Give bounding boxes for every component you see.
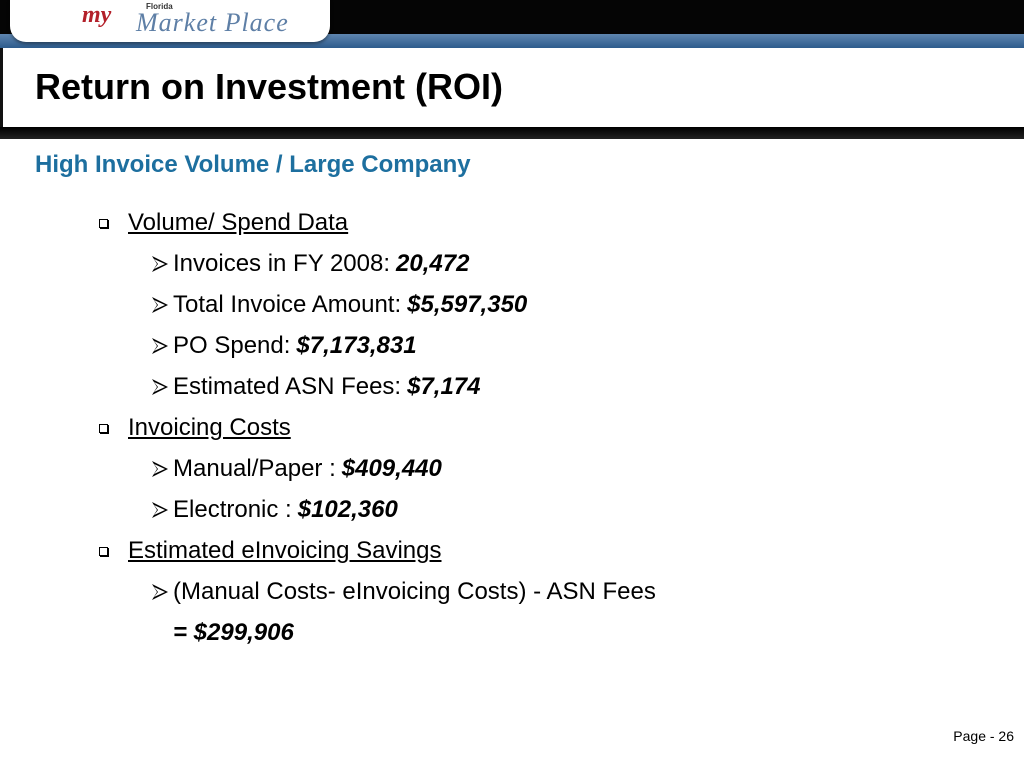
arrow-bullet (152, 461, 168, 477)
item: Electronic : $102,360 (173, 496, 398, 524)
title: Return on Investment (ROI) (35, 66, 504, 107)
logo-state: Florida (146, 2, 173, 11)
page-number: Page - 26 (953, 728, 1014, 744)
item-label: Manual/Paper : (173, 455, 336, 482)
arrow-bullet (152, 379, 168, 395)
arrow-inner (154, 464, 165, 474)
line: = $299,906 (0, 618, 1024, 648)
arrow-inner (154, 382, 165, 392)
logo-my: my (82, 2, 112, 28)
item: PO Spend: $7,173,831 (173, 332, 417, 360)
item-value: $5,597,350 (407, 291, 528, 318)
item-value: $409,440 (341, 455, 442, 482)
checkbox-bullet (99, 423, 108, 433)
item: (Manual Costs- eInvoicing Costs) - ASN F… (173, 578, 656, 606)
subtitle: High Invoice Volume / Large Company (35, 151, 471, 178)
line: Estimated ASN Fees: $7,174 (0, 372, 1024, 402)
left-edge (0, 48, 3, 130)
arrow-bullet (152, 256, 168, 272)
item-value: $7,174 (407, 373, 481, 400)
item-label: Invoices in FY 2008: (173, 250, 391, 277)
arrow-inner (154, 587, 165, 597)
line: Volume/ Spend Data (0, 208, 1024, 238)
item-label: Total Invoice Amount: (173, 291, 402, 318)
result: = $299,906 (173, 619, 294, 646)
line: Manual/Paper : $409,440 (0, 454, 1024, 484)
item-value: $7,173,831 (296, 332, 417, 359)
arrow-bullet (152, 502, 168, 518)
logo: my Florida Market Place (10, 0, 330, 42)
line: Total Invoice Amount: $5,597,350 (0, 290, 1024, 320)
arrow-bullet (152, 297, 168, 313)
item-value: 20,472 (396, 250, 470, 277)
item-label: Estimated ASN Fees: (173, 373, 402, 400)
arrow-inner (154, 259, 165, 269)
item-label: Electronic : (173, 496, 292, 523)
arrow-inner (154, 300, 165, 310)
section-heading: Estimated eInvoicing Savings (128, 537, 442, 564)
arrow-inner (154, 505, 165, 515)
line: Electronic : $102,360 (0, 495, 1024, 525)
line: Estimated eInvoicing Savings (0, 536, 1024, 566)
item: Invoices in FY 2008: 20,472 (173, 250, 469, 278)
item-label: (Manual Costs- eInvoicing Costs) - ASN F… (173, 578, 656, 605)
checkbox-bullet (99, 218, 108, 228)
line: PO Spend: $7,173,831 (0, 331, 1024, 361)
arrow-bullet (152, 338, 168, 354)
item: Estimated ASN Fees: $7,174 (173, 373, 481, 401)
logo-name: Market Place (136, 8, 289, 37)
item: Total Invoice Amount: $5,597,350 (173, 291, 527, 319)
title-bar (0, 127, 1024, 139)
arrow-bullet (152, 584, 168, 600)
line: Invoices in FY 2008: 20,472 (0, 249, 1024, 279)
item-value: $102,360 (297, 496, 398, 523)
line: (Manual Costs- eInvoicing Costs) - ASN F… (0, 577, 1024, 607)
item-label: PO Spend: (173, 332, 291, 359)
section-heading: Invoicing Costs (128, 414, 291, 441)
item: Manual/Paper : $409,440 (173, 455, 442, 483)
arrow-inner (154, 341, 165, 351)
section-heading: Volume/ Spend Data (128, 209, 349, 236)
line: Invoicing Costs (0, 413, 1024, 443)
checkbox-bullet (99, 546, 108, 556)
